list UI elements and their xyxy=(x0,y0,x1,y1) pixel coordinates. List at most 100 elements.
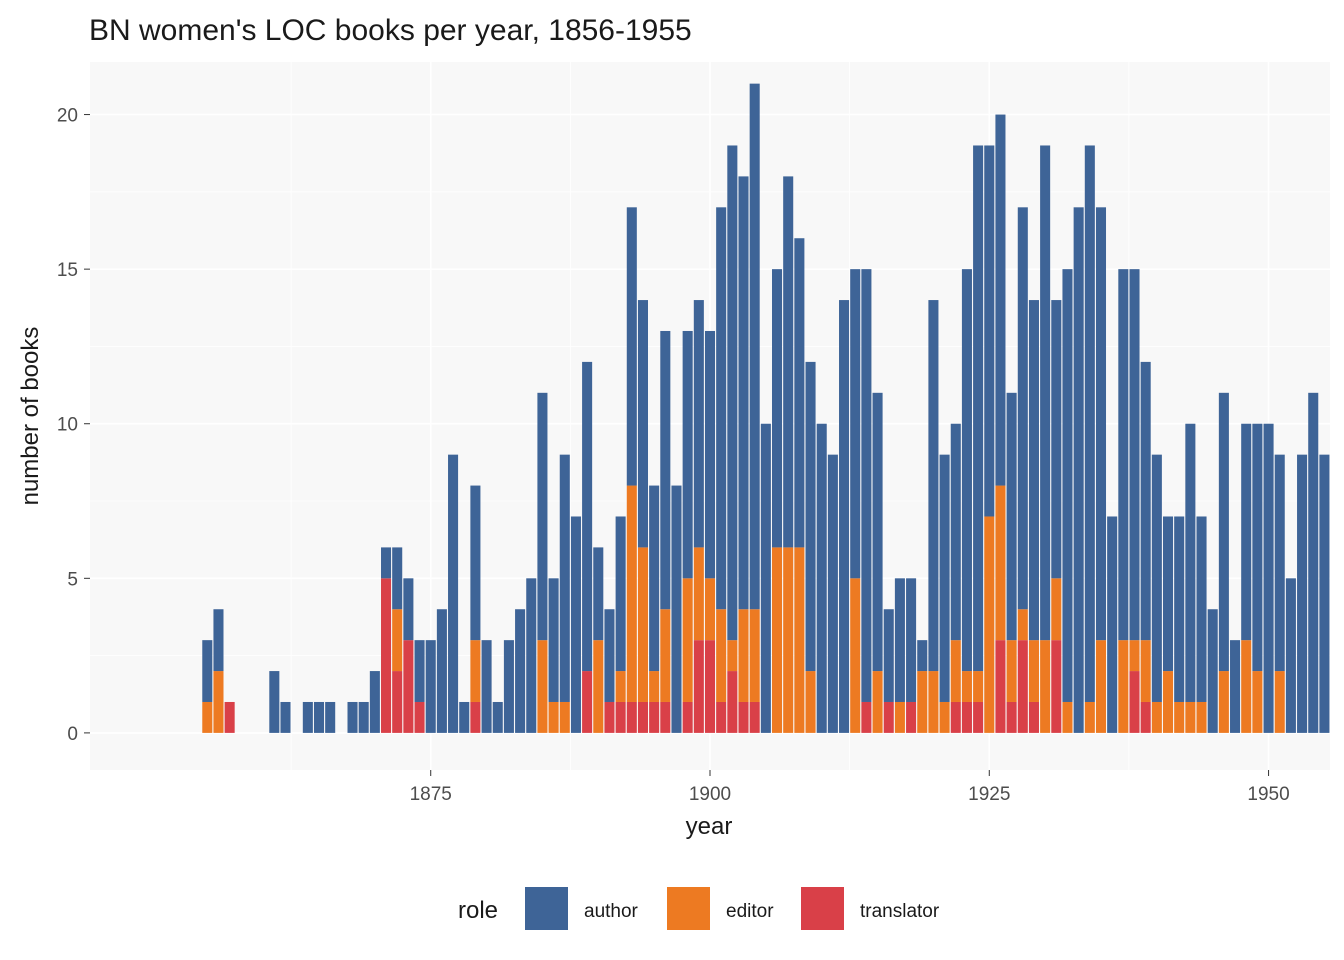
bar-editor-1942 xyxy=(1174,701,1185,733)
bar-editor-1902 xyxy=(727,640,738,672)
bar-editor-1893 xyxy=(626,485,637,702)
bar-author-1895 xyxy=(649,485,660,672)
y-axis-title: number of books xyxy=(17,327,44,506)
bar-author-1882 xyxy=(503,640,514,733)
bar-author-1933 xyxy=(1073,207,1084,733)
bar-author-1947 xyxy=(1230,640,1241,733)
bar-editor-1895 xyxy=(649,671,660,702)
bar-author-1918 xyxy=(906,578,917,702)
bar-author-1953 xyxy=(1297,454,1308,733)
bar-editor-1927 xyxy=(1006,640,1017,702)
bar-editor-1899 xyxy=(693,547,704,641)
bar-author-1871 xyxy=(381,547,392,579)
bar-author-1934 xyxy=(1084,145,1095,702)
x-tick-label: 1925 xyxy=(968,784,1010,805)
bar-translator-1896 xyxy=(660,701,671,733)
bar-translator-1903 xyxy=(738,701,749,733)
bar-editor-1921 xyxy=(939,701,950,733)
bar-author-1940 xyxy=(1151,454,1162,702)
bar-translator-1874 xyxy=(414,701,425,733)
bar-editor-1892 xyxy=(615,671,626,702)
legend-key-translator xyxy=(801,887,844,930)
bar-author-1916 xyxy=(883,609,894,702)
bar-author-1903 xyxy=(738,176,749,610)
bar-translator-1922 xyxy=(950,701,961,733)
bar-translator-1873 xyxy=(403,640,414,733)
bar-author-1880 xyxy=(481,640,492,733)
bar-author-1872 xyxy=(392,547,403,610)
bar-editor-1926 xyxy=(995,485,1006,641)
bar-editor-1898 xyxy=(682,578,693,702)
x-axis: 1875 1900 1925 1950 xyxy=(410,770,1290,805)
bar-translator-1892 xyxy=(615,701,626,733)
bar-editor-1931 xyxy=(1051,578,1062,641)
bar-translator-1914 xyxy=(861,701,872,733)
bar-editor-1920 xyxy=(928,671,939,733)
bar-translator-1894 xyxy=(637,701,648,733)
bar-author-1877 xyxy=(448,454,459,733)
bar-author-1911 xyxy=(827,454,838,733)
bar-author-1906 xyxy=(772,269,783,548)
bar-author-1939 xyxy=(1140,361,1151,641)
bar-author-1865 xyxy=(313,701,325,733)
bar-author-1949 xyxy=(1252,423,1263,672)
bar-author-1914 xyxy=(861,269,872,702)
bar-author-1921 xyxy=(939,454,950,702)
bar-translator-1927 xyxy=(1006,701,1017,733)
bar-author-1868 xyxy=(347,701,358,733)
x-tick-label: 1875 xyxy=(410,784,452,805)
bar-author-1923 xyxy=(961,269,972,672)
bar-translator-1902 xyxy=(727,671,738,733)
bar-translator-1938 xyxy=(1129,671,1140,733)
bar-author-1935 xyxy=(1095,207,1107,641)
y-tick-label: 0 xyxy=(67,724,78,745)
bar-author-1942 xyxy=(1174,516,1185,702)
bar-author-1925 xyxy=(984,145,995,517)
bar-editor-1879 xyxy=(470,640,481,702)
bar-editor-1923 xyxy=(961,671,972,702)
bar-author-1941 xyxy=(1162,516,1174,672)
bar-author-1861 xyxy=(269,671,280,733)
bar-author-1888 xyxy=(570,516,581,733)
bar-author-1924 xyxy=(973,145,984,672)
bar-author-1904 xyxy=(749,83,760,610)
bar-translator-1926 xyxy=(995,640,1006,733)
bar-author-1931 xyxy=(1051,300,1062,579)
bar-editor-1951 xyxy=(1274,671,1285,733)
bar-author-1943 xyxy=(1185,423,1196,702)
bar-editor-1856 xyxy=(213,671,224,733)
bar-translator-1928 xyxy=(1017,640,1028,733)
bar-editor-1930 xyxy=(1040,640,1051,733)
bar-author-1944 xyxy=(1196,516,1207,702)
bar-translator-1901 xyxy=(716,701,727,733)
bar-author-1898 xyxy=(682,330,693,579)
bar-translator-1872 xyxy=(392,671,403,733)
bar-author-1893 xyxy=(626,207,637,486)
bar-author-1892 xyxy=(615,516,626,672)
bar-author-1912 xyxy=(839,300,850,733)
bar-author-1946 xyxy=(1218,392,1229,672)
bar-editor-1887 xyxy=(559,701,570,733)
bar-author-1862 xyxy=(280,701,291,733)
bar-translator-1923 xyxy=(961,701,972,733)
bar-editor-1901 xyxy=(716,609,727,702)
legend-label-author: author xyxy=(584,901,639,922)
bar-editor-1917 xyxy=(894,701,905,733)
bar-author-1948 xyxy=(1241,423,1252,641)
bar-author-1955 xyxy=(1319,454,1330,733)
bar-author-1881 xyxy=(492,701,503,733)
legend-label-editor: editor xyxy=(726,901,774,922)
bar-translator-1939 xyxy=(1140,701,1151,733)
bar-author-1917 xyxy=(894,578,905,702)
bar-editor-1932 xyxy=(1062,701,1073,733)
bar-editor-1872 xyxy=(392,609,403,672)
bar-editor-1885 xyxy=(537,640,548,733)
bar-author-1887 xyxy=(559,454,570,702)
bar-author-1900 xyxy=(704,330,716,579)
bar-author-1936 xyxy=(1107,516,1118,733)
bar-translator-1889 xyxy=(582,671,593,733)
bar-editor-1890 xyxy=(593,640,604,733)
bar-author-1901 xyxy=(716,207,727,610)
bar-author-1954 xyxy=(1308,392,1319,733)
